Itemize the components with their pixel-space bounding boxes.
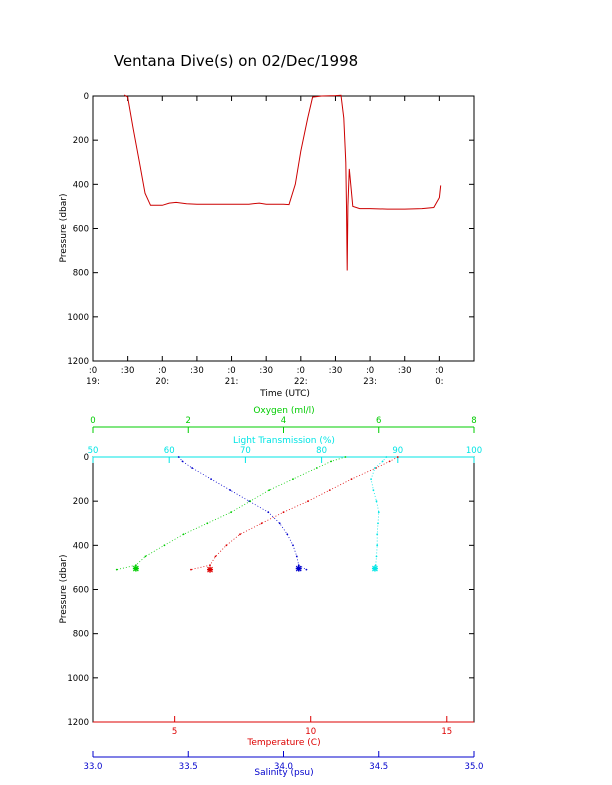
salinity-tick-label: 33.0: [84, 762, 103, 772]
salinity-axis-label: Salinity (psu): [254, 768, 313, 778]
temperature-tick-label: 10: [305, 727, 316, 737]
transmission-point: [376, 533, 379, 536]
salinity-tick-label: 34.0: [274, 762, 293, 772]
temperature-profile-line: [190, 456, 398, 570]
salinity-profile-line: [178, 456, 307, 570]
top-x-tick-hour-label: 23:: [363, 377, 377, 387]
top-x-tick-hour-label: 20:: [155, 377, 169, 387]
top-x-tick-minute-label: :30: [121, 366, 135, 376]
bottom-y-tick-label: 600: [73, 586, 89, 596]
top-x-tick-minute-label: :30: [259, 366, 273, 376]
temperature-marker-d2: [207, 566, 213, 573]
transmission-point: [377, 511, 380, 514]
oxygen-tick-label: 4: [281, 416, 286, 426]
salinity-tick-label: 33.5: [179, 762, 198, 772]
salinity-point: [305, 568, 308, 571]
transmission-tick-label: 80: [316, 446, 327, 456]
salinity-marker-d2: [295, 565, 302, 572]
oxygen-tick-label: 2: [186, 416, 191, 426]
temperature-point: [214, 555, 217, 558]
temperature-axis-label: Temperature (C): [246, 738, 320, 748]
bottom-y-tick-label: 800: [73, 630, 89, 640]
bottom-y-tick-label: 200: [73, 497, 89, 507]
transmission-tick-label: 70: [240, 446, 251, 456]
oxygen-marker-d2: [132, 565, 139, 572]
transmission-tick-label: 100: [466, 446, 482, 456]
top-y-tick-label: 1000: [67, 313, 89, 323]
top-x-axis: :019::30:020::30:021::30:022::30:023::30…: [86, 96, 444, 387]
transmission-tick-label: 60: [164, 446, 175, 456]
top-x-tick-minute-label: :0: [158, 366, 166, 376]
top-x-axis-label: Time (UTC): [259, 389, 310, 399]
profile-chart: 0 200 400 600 800 1000 1200 0 2 4 6 8 50 60 70 80 90 100…: [59, 406, 483, 778]
top-x-tick-hour-label: 22:: [294, 377, 308, 387]
temperature-marker: [207, 566, 214, 573]
bottom-series-group: [115, 456, 399, 573]
top-series-group: [123, 94, 442, 271]
pressure-trace-line: [123, 94, 442, 271]
top-y-axis-label: Pressure (dbar): [59, 194, 69, 263]
transmission-point: [376, 544, 379, 547]
top-x-tick-minute-label: :30: [329, 366, 343, 376]
transmission-profile-line: [370, 456, 387, 570]
top-y-axis: 0 200 400 600 800 1000 1200: [67, 92, 474, 367]
bottom-y-tick-label: 1000: [67, 674, 89, 684]
chart-title: Ventana Dive(s) on 02/Dec/1998: [114, 52, 358, 70]
transmission-tick-label: 90: [392, 446, 403, 456]
bottom-plot-frame: [92, 456, 475, 723]
top-x-tick-hour-label: 21:: [225, 377, 239, 387]
top-plot-frame: [92, 95, 475, 362]
transmission-point: [375, 500, 378, 503]
top-y-tick-label: 0: [84, 92, 89, 102]
oxygen-point: [144, 555, 147, 558]
top-x-tick-minute-label: :30: [398, 366, 412, 376]
bottom-y-axis: 0 200 400 600 800 1000 1200: [67, 453, 474, 728]
bottom-extra-axes: 0 2 4 6 8 50 60 70 80 90 100 5 10 15 33.0 33.5 34.0 34.5 3…: [84, 416, 484, 772]
temperature-point: [190, 568, 192, 571]
salinity-tick-label: 34.5: [369, 762, 388, 772]
oxygen-axis-label: Oxygen (ml/l): [253, 406, 314, 416]
top-y-tick-label: 200: [73, 136, 89, 146]
top-y-tick-label: 800: [73, 269, 89, 279]
top-x-tick-minute-label: :0: [297, 366, 305, 376]
temperature-tick-label: 5: [172, 727, 177, 737]
top-x-tick-minute-label: :0: [227, 366, 235, 376]
top-x-tick-minute-label: :0: [435, 366, 443, 376]
top-x-tick-minute-label: :0: [366, 366, 374, 376]
top-x-tick-hour-label: 19:: [86, 377, 100, 387]
bottom-y-tick-label: 1200: [67, 718, 89, 728]
oxygen-tick-label: 6: [376, 416, 381, 426]
top-y-tick-label: 400: [73, 180, 89, 190]
oxygen-tick-label: 8: [471, 416, 476, 426]
oxygen-tick-label: 0: [90, 416, 95, 426]
oxygen-marker: [132, 565, 139, 572]
top-x-tick-minute-label: :30: [190, 366, 204, 376]
transmission-marker-d2: [372, 565, 378, 572]
top-x-tick-minute-label: :0: [89, 366, 97, 376]
top-y-tick-label: 600: [73, 225, 89, 235]
transmission-tick-label: 50: [88, 446, 99, 456]
oxygen-point: [268, 489, 271, 491]
temperature-point: [239, 533, 241, 536]
transmission-axis-label: Light Transmission (%): [233, 436, 335, 446]
bottom-y-axis-label: Pressure (dbar): [59, 555, 69, 624]
bottom-y-tick-label: 0: [84, 453, 89, 463]
transmission-marker: [371, 565, 378, 572]
salinity-marker: [295, 565, 302, 572]
top-y-tick-label: 1200: [67, 357, 89, 367]
bottom-y-tick-label: 400: [73, 541, 89, 551]
top-x-tick-hour-label: 0:: [435, 377, 443, 387]
temperature-tick-label: 15: [441, 727, 452, 737]
salinity-tick-label: 35.0: [465, 762, 484, 772]
oxygen-profile-line: [116, 456, 346, 570]
